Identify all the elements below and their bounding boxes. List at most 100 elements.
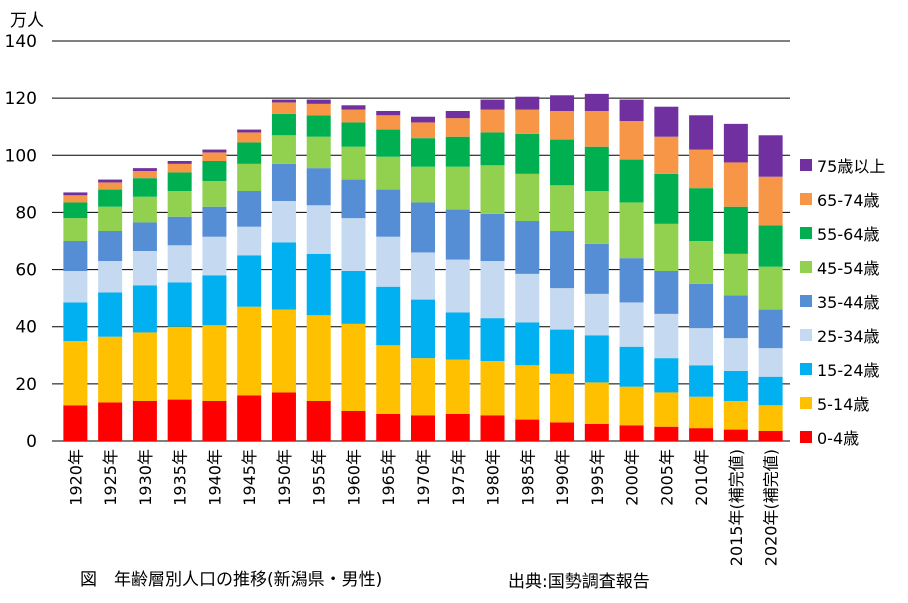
bar-segment: [619, 99, 644, 121]
bar-segment: [723, 371, 748, 401]
legend-label: 5-14歳: [817, 395, 870, 414]
bar-segment: [723, 162, 748, 207]
legend-label: 75歳以上: [817, 157, 886, 176]
y-tick-label: 100: [5, 146, 37, 166]
x-tick-label: 1970年: [414, 449, 433, 506]
bar-segment: [202, 149, 227, 153]
bar-segment: [654, 106, 679, 137]
bar-segment: [515, 273, 540, 323]
bar-segment: [306, 168, 331, 206]
y-axis-unit-label: 万人: [10, 11, 44, 31]
x-tick-label: 1945年: [240, 449, 259, 506]
bar-segment: [550, 111, 575, 140]
bar-segment: [411, 252, 435, 300]
bar-segment: [63, 241, 88, 271]
bar-segment: [689, 188, 714, 241]
bar-segment: [341, 109, 366, 123]
legend-label: 65-74歳: [817, 191, 880, 210]
bar-segment: [411, 202, 435, 253]
legend-label: 35-44歳: [817, 293, 880, 312]
bar-segment: [202, 325, 227, 401]
bar-segment: [202, 206, 227, 237]
bar-segment: [271, 99, 296, 103]
bar-segment: [132, 168, 157, 171]
bar-segment: [584, 243, 609, 294]
bar-segment: [306, 115, 331, 137]
source-note: 出典:国勢調査報告: [508, 572, 650, 592]
legend-swatch: [800, 329, 812, 341]
bar-segment: [758, 225, 783, 267]
bar-segment: [584, 93, 609, 111]
bar-segment: [63, 192, 88, 196]
bar-segment: [515, 221, 540, 274]
legend-label: 15-24歳: [817, 361, 880, 380]
bar-segment: [202, 152, 227, 161]
bar-segment: [584, 335, 609, 383]
bar-segment: [480, 361, 505, 416]
bar-segment: [619, 202, 644, 259]
x-tick-label: 2020年(補完値): [762, 449, 781, 566]
legend-swatch: [800, 431, 812, 443]
bar-segment: [445, 413, 470, 441]
bar-segment: [306, 136, 331, 169]
bar-segment: [63, 341, 88, 406]
bar-segment: [515, 322, 540, 366]
bar-segment: [376, 413, 401, 441]
x-tick-label: 2005年: [657, 449, 676, 506]
bar-segment: [98, 261, 123, 293]
bar-segment: [550, 288, 575, 330]
bar-segment: [619, 258, 644, 303]
bar-segment: [723, 295, 748, 339]
bar-segment: [63, 271, 88, 303]
x-tick-label: 1975年: [449, 449, 468, 506]
bar-segment: [202, 275, 227, 326]
bar-segment: [167, 326, 192, 400]
bar-segment: [98, 179, 123, 183]
bar-segment: [619, 302, 644, 347]
bar-segment: [306, 401, 331, 441]
bar-segment: [306, 103, 331, 116]
bar-segment: [480, 165, 505, 214]
bar-segment: [237, 255, 262, 307]
bar-segment: [411, 166, 435, 203]
bar-segment: [619, 346, 644, 387]
bar-segment: [654, 271, 679, 314]
legend-item: 65-74歳: [800, 182, 885, 216]
bar-segment: [654, 173, 679, 224]
x-tick-label: 1950年: [275, 449, 294, 506]
x-tick-label: 1980年: [484, 449, 503, 506]
x-tick-label: 2015年(補完値): [727, 449, 746, 566]
bar-segment: [167, 172, 192, 191]
bar-segment: [480, 109, 505, 133]
bar-segment: [723, 429, 748, 441]
legend-item: 35-44歳: [800, 284, 885, 318]
bar-segment: [654, 223, 679, 271]
bar-segment: [237, 129, 262, 133]
bar-segment: [63, 202, 88, 219]
x-tick-label: 1995年: [588, 449, 607, 506]
figure-caption: 図 年齢層別人口の推移(新潟県・男性): [80, 570, 383, 590]
bar-segment: [654, 426, 679, 441]
bar-segment: [341, 105, 366, 110]
bar-segment: [167, 245, 192, 283]
bar-segment: [584, 191, 609, 244]
bar-segment: [758, 376, 783, 406]
x-tick-label: 1965年: [379, 449, 398, 506]
bar-segment: [341, 323, 366, 411]
bar-segment: [584, 146, 609, 191]
bar-segment: [411, 299, 435, 359]
bar-segment: [619, 159, 644, 203]
bar-segment: [63, 405, 88, 441]
y-tick-label: 20: [15, 375, 37, 395]
bar-segment: [411, 358, 435, 416]
bar-segment: [689, 396, 714, 429]
bar-segment: [63, 218, 88, 241]
legend-swatch: [800, 159, 812, 171]
bar-segment: [132, 401, 157, 441]
x-tick-label: 1940年: [205, 449, 224, 506]
bar-segment: [654, 313, 679, 359]
x-tick-label: 1925年: [101, 449, 120, 506]
bar-segment: [445, 118, 470, 137]
bar-segment: [654, 136, 679, 174]
bar-segment: [550, 373, 575, 423]
